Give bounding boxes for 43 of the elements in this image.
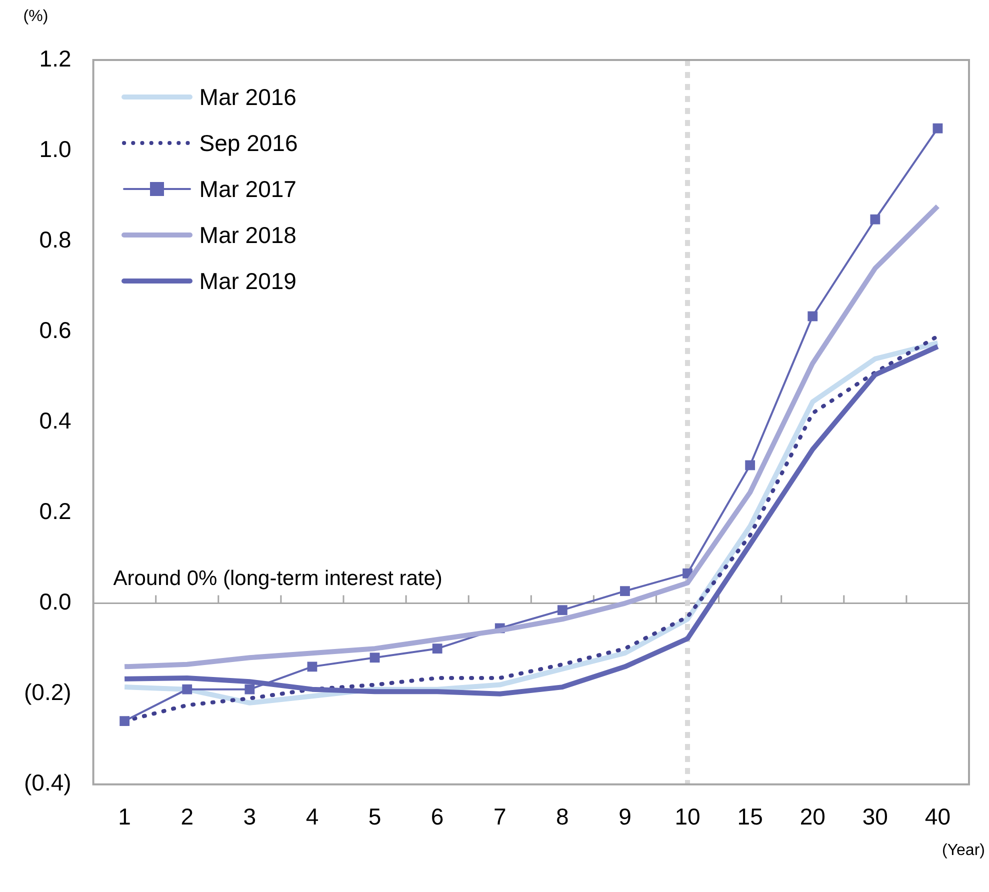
y-tick-label: (0.2) bbox=[24, 679, 72, 706]
y-tick-label: 1.0 bbox=[39, 136, 72, 162]
x-tick-label: 5 bbox=[368, 804, 382, 830]
x-tick-label: 8 bbox=[556, 804, 569, 830]
point bbox=[620, 586, 630, 596]
legend-label: Sep 2016 bbox=[199, 130, 298, 156]
point bbox=[244, 684, 255, 694]
x-tick-label: 15 bbox=[737, 804, 763, 830]
y-axis-title: (%) bbox=[23, 8, 48, 26]
x-tick-label: 30 bbox=[862, 804, 888, 830]
point bbox=[557, 605, 568, 616]
x-tick-label: 7 bbox=[493, 804, 506, 830]
y-tick-label: 0.4 bbox=[39, 408, 72, 434]
x-tick-label: 20 bbox=[800, 804, 826, 830]
x-tick-label: 4 bbox=[306, 804, 319, 830]
legend-label: Mar 2019 bbox=[199, 268, 296, 294]
y-tick-label: (0.4) bbox=[24, 770, 72, 796]
point bbox=[370, 652, 380, 663]
point bbox=[182, 684, 192, 694]
point bbox=[120, 716, 130, 726]
point bbox=[870, 214, 880, 224]
x-axis-title: (Year) bbox=[942, 842, 985, 860]
x-tick-label: 10 bbox=[674, 804, 700, 830]
annotation: Around 0% (long-term interest rate) bbox=[113, 567, 442, 592]
x-tick-label: 40 bbox=[924, 804, 951, 830]
legend-label: Mar 2017 bbox=[199, 176, 296, 202]
x-tick-label: 9 bbox=[618, 804, 632, 830]
y-tick-label: 0.8 bbox=[39, 226, 72, 252]
y-tick-label: 0.2 bbox=[39, 498, 72, 524]
y-tick-label: 0.0 bbox=[39, 588, 72, 615]
point bbox=[307, 662, 318, 672]
legend-label: Mar 2018 bbox=[199, 222, 296, 248]
point bbox=[432, 644, 442, 654]
x-tick-label: 1 bbox=[118, 804, 131, 830]
y-tick-label: 1.2 bbox=[39, 45, 72, 72]
x-tick-label: 3 bbox=[243, 804, 256, 830]
point bbox=[745, 460, 756, 470]
point bbox=[932, 123, 943, 134]
legend-label: Mar 2016 bbox=[199, 84, 296, 110]
x-tick-label: 2 bbox=[180, 804, 194, 830]
x-tick-label: 6 bbox=[430, 804, 444, 830]
point bbox=[808, 311, 818, 322]
y-tick-label: 0.6 bbox=[39, 316, 72, 343]
